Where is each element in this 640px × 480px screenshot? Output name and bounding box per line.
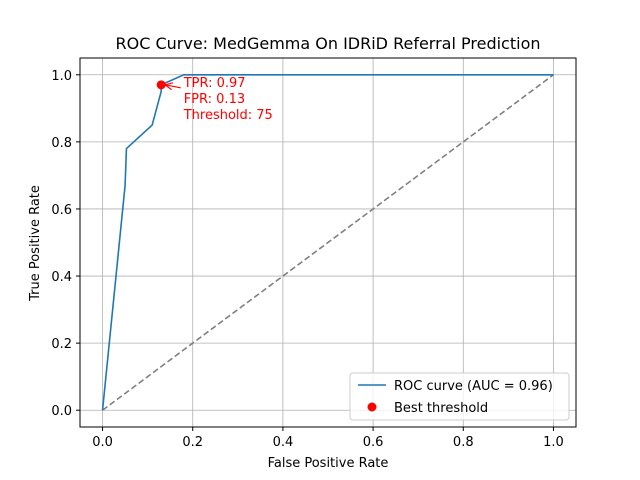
y-tick-label: 0.8	[51, 136, 72, 151]
best-threshold-point	[156, 80, 166, 90]
best-threshold-layer	[156, 80, 166, 90]
x-axis-label: False Positive Rate	[268, 456, 389, 471]
roc-curve-line	[101, 73, 554, 411]
x-tick-label: 0.0	[92, 435, 113, 450]
annotation-text: Threshold: 75	[183, 108, 273, 123]
x-tick-label: 0.6	[363, 435, 384, 450]
chart-title: ROC Curve: MedGemma On IDRiD Referral Pr…	[116, 34, 541, 53]
legend-label-best: Best threshold	[394, 401, 488, 416]
y-axis-ticks: 0.0 0.2 0.4 0.6 0.8 1.0	[51, 69, 80, 419]
y-axis-label: True Positive Rate	[28, 185, 43, 302]
annotation-arrow	[165, 84, 181, 89]
x-tick-label: 0.2	[182, 435, 203, 450]
annotation-arrowhead	[163, 82, 174, 91]
legend-label-roc: ROC curve (AUC = 0.96)	[394, 379, 553, 394]
x-tick-label: 1.0	[543, 435, 564, 450]
y-tick-label: 0.4	[51, 270, 72, 285]
chance-diagonal-line	[102, 74, 554, 411]
annotation-text: FPR: 0.13	[184, 92, 245, 107]
chance-diagonal-layer	[102, 74, 554, 411]
y-tick-label: 0.0	[51, 404, 72, 419]
y-tick-label: 0.6	[51, 203, 72, 218]
y-tick-label: 1.0	[51, 69, 72, 84]
annotation-text: TPR: 0.97	[183, 76, 246, 91]
x-axis-ticks: 0.0 0.2 0.4 0.6 0.8 1.0	[92, 427, 564, 450]
y-tick-label: 0.2	[51, 337, 72, 352]
legend-box	[349, 372, 570, 421]
roc-curve-layer	[101, 73, 554, 411]
legend: ROC curve (AUC = 0.96) Best threshold	[349, 372, 570, 421]
plot-frame	[79, 57, 577, 428]
grid	[80, 58, 576, 427]
x-tick-label: 0.8	[453, 435, 474, 450]
x-tick-label: 0.4	[273, 435, 294, 450]
legend-swatch-best	[367, 402, 377, 412]
